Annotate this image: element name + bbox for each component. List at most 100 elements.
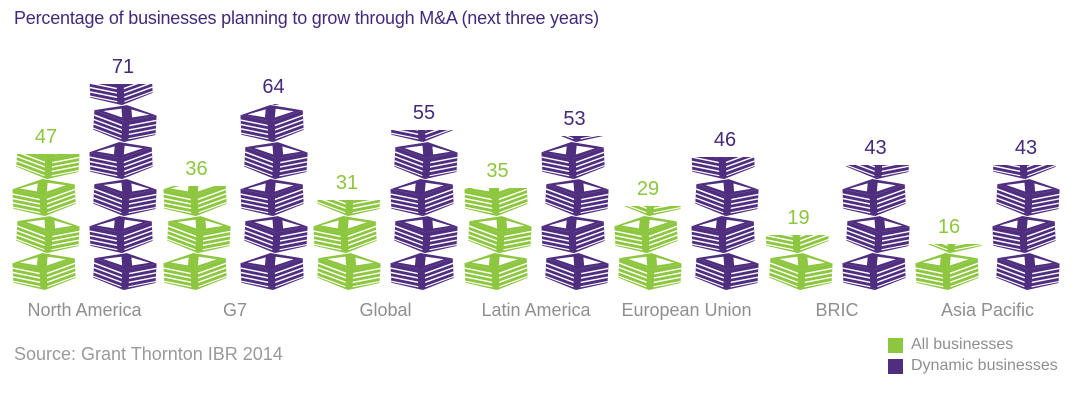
- legend-swatch-all-businesses-icon: [888, 337, 903, 353]
- value-label: 55: [412, 102, 436, 125]
- money-stack-bar: [612, 206, 684, 291]
- value-label: 46: [713, 129, 737, 152]
- money-stack-icon: [618, 253, 682, 291]
- bar-column: 71: [87, 56, 159, 291]
- money-stack-icon: [162, 186, 227, 217]
- value-label: 71: [111, 56, 135, 79]
- chart-group: 19 43 BRIC: [763, 138, 912, 321]
- money-stack-icon: [313, 216, 377, 254]
- money-stack-icon: [390, 130, 454, 143]
- value-label: 64: [262, 76, 285, 99]
- bar-column: 53: [539, 108, 611, 291]
- money-stack-icon: [243, 216, 308, 254]
- money-stack-icon: [239, 179, 304, 217]
- money-stack-icon: [463, 188, 528, 217]
- money-stack-bar: [462, 188, 534, 291]
- chart-title: Percentage of businesses planning to gro…: [14, 8, 599, 28]
- bar-pair: 36 64: [161, 76, 310, 291]
- money-stack-icon: [317, 253, 381, 291]
- bar-pair: 35 53: [462, 108, 611, 291]
- money-stack-icon: [768, 253, 833, 291]
- chart-group: 36 64 G7: [161, 77, 310, 321]
- money-stack-icon: [16, 216, 80, 254]
- money-stack-icon: [89, 216, 153, 254]
- legend-label-dynamic-businesses: Dynamic businesses: [911, 357, 1058, 374]
- category-label: G7: [222, 300, 247, 321]
- money-stack-icon: [618, 206, 682, 217]
- money-stack-bar: [913, 244, 985, 291]
- bar-column: 47: [10, 127, 82, 291]
- money-stack-icon: [93, 105, 157, 143]
- chart-group: 35 53 Latin America: [462, 109, 611, 321]
- money-stack-icon: [239, 253, 304, 291]
- money-stack-icon: [841, 253, 906, 291]
- money-stack-icon: [540, 216, 605, 254]
- money-stack-icon: [764, 235, 829, 254]
- money-stack-icon: [540, 142, 605, 180]
- bar-pair: 47 71: [10, 56, 159, 291]
- money-stack-bar: [238, 104, 310, 291]
- money-stack-bar: [87, 84, 159, 291]
- bar-column: 46: [689, 129, 761, 291]
- bar-column: 29: [612, 178, 684, 291]
- money-stack-icon: [614, 216, 678, 254]
- money-stack-icon: [166, 216, 231, 254]
- chart-group: 16 43 Asia Pacific: [913, 138, 1062, 321]
- source-note: Source: Grant Thornton IBR 2014: [14, 344, 283, 364]
- bar-pair: 31 55: [311, 102, 460, 291]
- money-stack-icon: [463, 253, 528, 291]
- money-stack-icon: [12, 179, 76, 217]
- money-stack-icon: [544, 179, 609, 217]
- money-stack-icon: [243, 142, 308, 180]
- money-stack-icon: [996, 179, 1060, 217]
- money-stack-icon: [992, 165, 1056, 180]
- money-stack-icon: [695, 179, 759, 217]
- money-stack-icon: [915, 253, 979, 291]
- money-stack-icon: [919, 244, 983, 254]
- money-stack-bar: [539, 136, 611, 291]
- bar-pair: 19 43: [763, 138, 912, 291]
- bar-column: 55: [388, 102, 460, 291]
- category-label: BRIC: [815, 300, 859, 321]
- legend: All businesses Dynamic businesses: [888, 337, 1058, 374]
- chart-groups: 47 71 North America 36 64 G7 31 55 Global 35 53 Lat…: [10, 0, 1062, 321]
- category-label: Asia Pacific: [940, 300, 1035, 321]
- money-stack-icon: [89, 142, 153, 180]
- money-stack-icon: [317, 200, 381, 217]
- money-stack-icon: [695, 253, 759, 291]
- value-label: 53: [563, 108, 586, 131]
- money-stack-icon: [394, 216, 458, 254]
- value-label: 43: [1014, 137, 1038, 160]
- category-label: European Union: [621, 300, 752, 321]
- value-label: 31: [335, 172, 359, 195]
- value-label: 35: [486, 160, 509, 183]
- money-stack-icon: [845, 165, 910, 180]
- value-label: 29: [636, 178, 660, 201]
- bar-column: 64: [238, 76, 310, 291]
- money-stack-bar: [840, 165, 912, 291]
- bar-column: 19: [763, 208, 835, 291]
- money-stack-icon: [239, 105, 304, 143]
- money-stack-icon: [390, 179, 454, 217]
- money-stack-icon: [544, 253, 609, 291]
- value-label: 16: [937, 216, 961, 239]
- value-label: 36: [185, 158, 208, 181]
- money-stack-icon: [394, 142, 458, 180]
- chart-group: 31 55 Global: [311, 103, 460, 321]
- money-stack-icon: [16, 154, 80, 180]
- money-stack-bar: [311, 200, 383, 291]
- money-stack-bar: [161, 186, 233, 291]
- money-stack-icon: [992, 216, 1056, 254]
- bar-column: 35: [462, 160, 534, 291]
- money-stack-icon: [162, 253, 227, 291]
- money-stack-icon: [467, 216, 532, 254]
- bar-column: 43: [990, 137, 1062, 291]
- legend-item-all-businesses: All businesses: [888, 337, 1058, 353]
- money-stack-bar: [10, 154, 82, 291]
- money-stack-icon: [691, 216, 755, 254]
- money-stack-bar: [763, 235, 835, 291]
- category-label: Global: [359, 300, 412, 321]
- chart-group: 47 71 North America: [10, 57, 159, 321]
- money-stack-icon: [12, 253, 76, 291]
